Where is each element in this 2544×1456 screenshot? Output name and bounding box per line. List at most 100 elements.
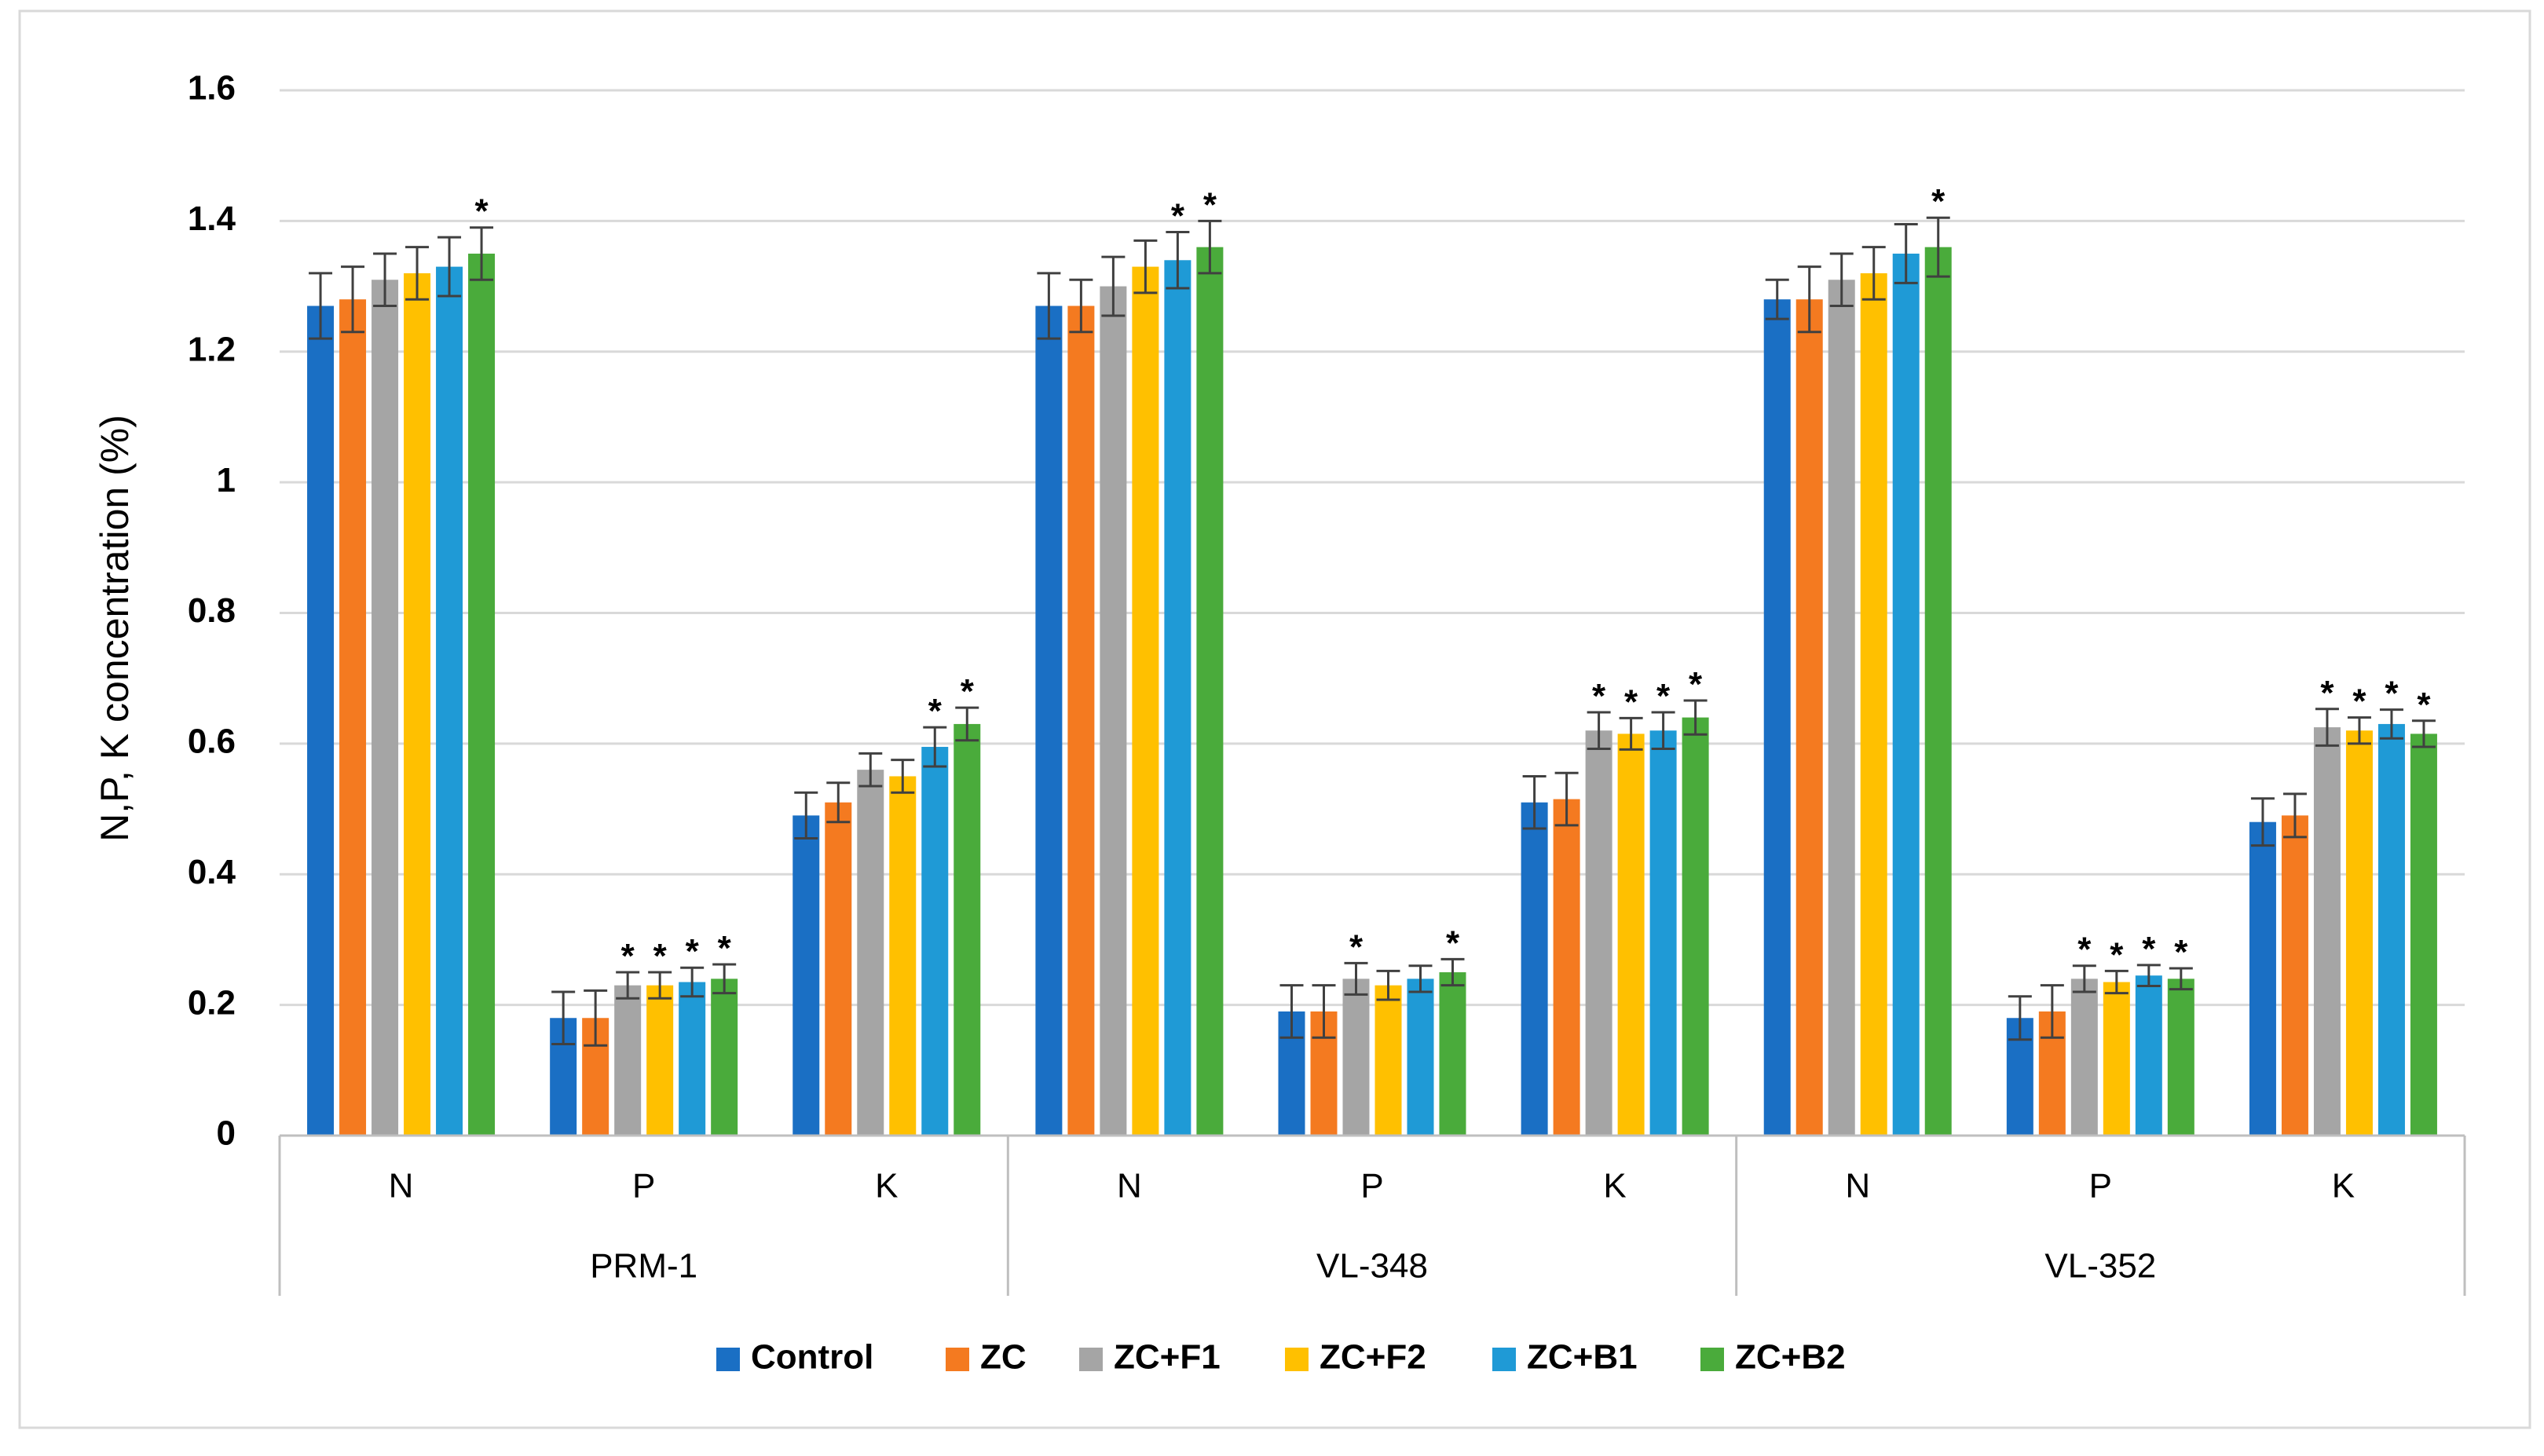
significance-star: * (621, 937, 635, 975)
bar (1585, 730, 1612, 1136)
x-category-label: N (1117, 1167, 1142, 1205)
bar (1521, 802, 1548, 1136)
x-axis: N P K PRM-1 N P K VL-348 N P K VL-352 (278, 1134, 2466, 1296)
significance-star: * (2142, 930, 2156, 968)
significance-star: * (718, 929, 732, 968)
bar (436, 266, 463, 1136)
bar (1763, 299, 1791, 1136)
y-axis-ticks: 0 0.2 0.4 0.6 0.8 1 1.2 1.4 1.6 (188, 69, 236, 1153)
y-tick-label: 0.8 (188, 591, 236, 630)
significance-star: * (1446, 924, 1460, 962)
legend-swatch (1079, 1348, 1103, 1371)
bar (2377, 723, 2405, 1136)
significance-star: * (686, 932, 700, 971)
bar (2103, 982, 2130, 1136)
bar (1682, 717, 1709, 1136)
bar (1067, 305, 1095, 1136)
bar (404, 273, 431, 1136)
y-tick-label: 1 (217, 461, 236, 499)
bar (2313, 727, 2341, 1136)
x-category-label: P (632, 1167, 655, 1205)
x-group-label: VL-348 (1316, 1247, 1428, 1286)
bar (2135, 975, 2162, 1136)
bar (1795, 299, 1823, 1136)
bar (1407, 979, 1434, 1136)
x-category-label: K (875, 1167, 898, 1205)
bar (1617, 733, 1645, 1136)
significance-star: * (2352, 682, 2366, 721)
bar (2410, 733, 2437, 1136)
significance-star: * (653, 937, 668, 975)
significance-star: * (2077, 931, 2092, 969)
bar (1374, 985, 1402, 1136)
legend-swatch (1285, 1348, 1309, 1371)
significance-star: * (1656, 677, 1671, 715)
bar (857, 770, 884, 1136)
y-tick-label: 1.4 (188, 199, 236, 238)
bar (1439, 972, 1466, 1136)
bar (372, 280, 399, 1136)
significance-star: * (2417, 686, 2431, 724)
y-tick-label: 1.2 (188, 330, 236, 368)
significance-star: * (961, 672, 975, 711)
bar (825, 802, 852, 1136)
legend-label: ZC+F2 (1320, 1338, 1426, 1377)
bar (711, 979, 738, 1136)
bar (1196, 247, 1224, 1136)
legend-swatch (946, 1348, 969, 1371)
bar (1649, 730, 1677, 1136)
significance-star: * (2320, 674, 2334, 712)
x-category-label: P (1360, 1167, 1383, 1205)
legend-swatch (1492, 1348, 1516, 1371)
significance-star: * (2385, 675, 2399, 713)
significance-star: * (1931, 182, 1946, 221)
legend-swatch (716, 1348, 740, 1371)
bars: * * * * * * * * * * * * * * * * * * * * * * * * (307, 182, 2437, 1136)
bar (1553, 799, 1580, 1136)
bar (921, 747, 949, 1136)
x-category-label: P (2089, 1167, 2112, 1205)
bar (679, 982, 706, 1136)
bar (2345, 730, 2373, 1136)
significance-star: * (2174, 933, 2188, 971)
bar (2281, 815, 2308, 1136)
legend-swatch (1700, 1348, 1724, 1371)
gridlines (280, 89, 2465, 1007)
legend-label: ZC+B1 (1527, 1338, 1638, 1377)
significance-star: * (928, 692, 943, 730)
bar (2167, 979, 2194, 1136)
bar (954, 723, 981, 1136)
legend: Control ZC ZC+F1 ZC+F2 ZC+B1 ZC+B2 (716, 1338, 1846, 1377)
bar (614, 985, 642, 1136)
significance-star: * (1592, 677, 1606, 715)
significance-star: * (1171, 197, 1185, 236)
y-axis-label: N,P, K concentration (%) (93, 415, 137, 842)
significance-star: * (1349, 927, 1364, 966)
legend-label: ZC+F1 (1114, 1338, 1221, 1377)
significance-star: * (1689, 665, 1703, 704)
bar (1892, 253, 1920, 1136)
bar (1342, 979, 1370, 1136)
x-group-label: VL-352 (2044, 1247, 2156, 1286)
bar (792, 815, 820, 1136)
significance-star: * (1624, 682, 1638, 721)
y-tick-label: 1.6 (188, 69, 236, 108)
bar (468, 253, 496, 1136)
bar (1035, 305, 1063, 1136)
bar (646, 985, 674, 1136)
y-tick-label: 0 (217, 1114, 236, 1153)
bar (1132, 266, 1159, 1136)
bar (1100, 286, 1127, 1136)
legend-label: ZC (980, 1338, 1027, 1377)
bar (2070, 979, 2098, 1136)
x-category-label: N (1845, 1167, 1870, 1205)
significance-star: * (1203, 185, 1217, 224)
significance-star: * (2110, 935, 2124, 974)
bar (307, 305, 335, 1136)
x-category-label: K (1603, 1167, 1626, 1205)
bar (1828, 280, 1855, 1136)
bar (2249, 821, 2276, 1136)
x-category-label: N (389, 1167, 414, 1205)
y-tick-label: 0.2 (188, 983, 236, 1022)
